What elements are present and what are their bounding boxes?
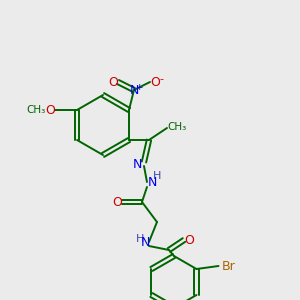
Text: N: N xyxy=(147,176,157,190)
Text: Br: Br xyxy=(222,260,236,272)
Text: O: O xyxy=(108,76,118,88)
Text: O: O xyxy=(112,196,122,208)
Text: CH₃: CH₃ xyxy=(26,105,46,115)
Text: O: O xyxy=(184,233,194,247)
Text: H: H xyxy=(136,234,144,244)
Text: +: + xyxy=(135,83,143,92)
Text: O: O xyxy=(150,76,160,88)
Text: N: N xyxy=(132,158,142,170)
Text: N: N xyxy=(140,236,150,250)
Text: O: O xyxy=(45,103,55,116)
Text: -: - xyxy=(159,74,163,84)
Text: N: N xyxy=(129,83,139,97)
Text: H: H xyxy=(153,171,161,181)
Text: CH₃: CH₃ xyxy=(167,122,187,132)
